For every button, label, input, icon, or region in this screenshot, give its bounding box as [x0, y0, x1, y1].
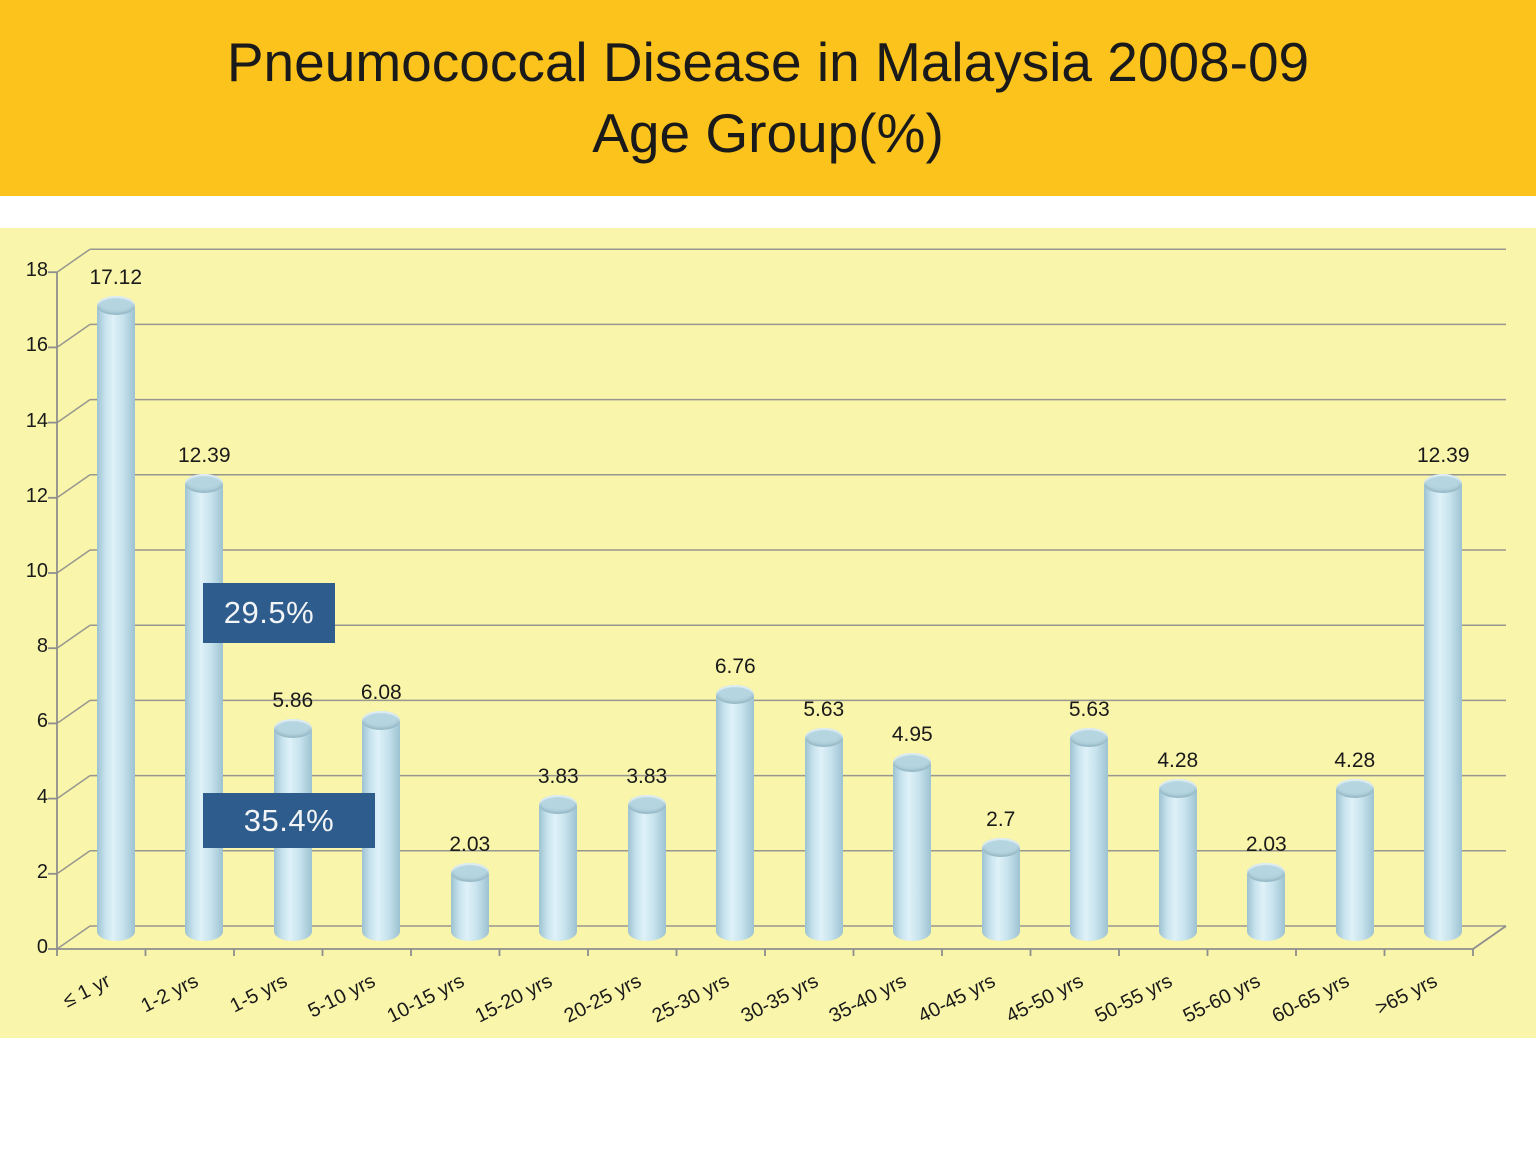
- slide-title-line1: Pneumococcal Disease in Malaysia 2008-09: [226, 31, 1310, 93]
- bar-value-label: 5.63: [803, 697, 845, 721]
- gridline: [56, 624, 91, 649]
- gridline: [56, 549, 91, 574]
- slide-title-line2: Age Group(%): [592, 102, 944, 164]
- cylinder-bar-cap: [804, 727, 843, 747]
- cylinder-bar-cap: [1247, 863, 1286, 883]
- bar-value-label: 12.39: [1416, 443, 1470, 467]
- banner-spacer: [0, 196, 1536, 228]
- gridline: [56, 850, 91, 875]
- y-axis-label: 16: [25, 334, 48, 357]
- cylinder-bar-15: [1335, 778, 1374, 941]
- cylinder-bar-cap: [627, 795, 666, 815]
- cylinder-bar-cap: [362, 710, 401, 730]
- axis-line: [1472, 925, 1507, 950]
- bar-value-label: 12.39: [177, 443, 231, 467]
- y-axis-label: 18: [25, 259, 48, 282]
- y-axis-label: 0: [36, 936, 48, 958]
- cylinder-bar-cap: [450, 863, 489, 883]
- gridline: [56, 323, 91, 349]
- bar-value-label: 2.7: [986, 807, 1016, 831]
- gridline: [56, 774, 91, 800]
- cylinder-bar-cap: [1070, 727, 1109, 747]
- cylinder-bar-cap: [716, 685, 755, 705]
- cylinder-bar-cap: [185, 473, 224, 493]
- cylinder-bar-1: [96, 295, 135, 941]
- y-axis-label: 12: [25, 484, 48, 507]
- cylinder-bar-cap: [981, 837, 1020, 857]
- bar-value-label: 4.95: [891, 723, 933, 747]
- y-axis-label: 14: [25, 409, 48, 432]
- slide: { "banner": { "line1": "Pneumococcal Dis…: [0, 0, 1536, 1038]
- bar-value-label: 4.28: [1334, 748, 1376, 772]
- cylinder-bar-cap: [96, 295, 135, 315]
- callout-box-2: 35.4%: [203, 793, 375, 848]
- bar-value-label: 17.12: [89, 265, 143, 289]
- gridline: [56, 248, 91, 273]
- gridline: [56, 925, 91, 950]
- bar-value-label: 6.76: [714, 655, 756, 679]
- cylinder-bar-cap: [1335, 778, 1374, 798]
- gridline: [56, 474, 91, 499]
- bar-value-label: 5.86: [272, 689, 314, 713]
- y-axis-label: 2: [36, 860, 48, 883]
- cylinder-bar-cap: [893, 753, 932, 773]
- chart-area: 0 2 4 6 8 10 12 14 16 18 17.12 ≤ 1 yr 12.39 1-2 yrs 5.…: [0, 228, 1536, 1038]
- cylinder-bar-cap: [1424, 473, 1463, 493]
- gridline: [56, 398, 91, 424]
- bar-value-label: 2.03: [1245, 833, 1287, 857]
- cylinder-bar-8: [716, 685, 755, 941]
- cylinder-bar-cap: [273, 719, 312, 739]
- bar-value-label: 3.83: [626, 765, 668, 789]
- cylinder-bar-cap: [539, 795, 578, 815]
- cylinder-bar-12: [1070, 727, 1109, 941]
- cylinder-bar-9: [804, 727, 843, 941]
- cylinder-bar-2: [185, 473, 224, 941]
- cylinder-bar-10: [893, 753, 932, 941]
- plot-frame-3d: [48, 248, 1507, 956]
- bar-value-label: 5.63: [1068, 697, 1110, 721]
- gridline: [56, 699, 91, 725]
- y-axis-label: 4: [36, 785, 48, 808]
- title-banner: Pneumococcal Disease in Malaysia 2008-09…: [0, 0, 1536, 196]
- cylinder-bar-7: [627, 795, 666, 941]
- bar-value-label: 2.03: [449, 833, 491, 857]
- y-axis-label: 6: [36, 710, 48, 733]
- y-axis-label: 8: [36, 635, 48, 658]
- cylinder-bar-13: [1158, 778, 1197, 941]
- cylinder-bar-cap: [1158, 778, 1197, 798]
- callout-box-1: 29.5%: [203, 583, 335, 643]
- bar-value-label: 6.08: [360, 680, 402, 704]
- y-axis-label: 10: [25, 560, 48, 582]
- cylinder-bar-16: [1424, 473, 1463, 941]
- cylinder-bar-6: [539, 795, 578, 941]
- bar-value-label: 3.83: [537, 765, 579, 789]
- bar-value-label: 4.28: [1157, 748, 1199, 772]
